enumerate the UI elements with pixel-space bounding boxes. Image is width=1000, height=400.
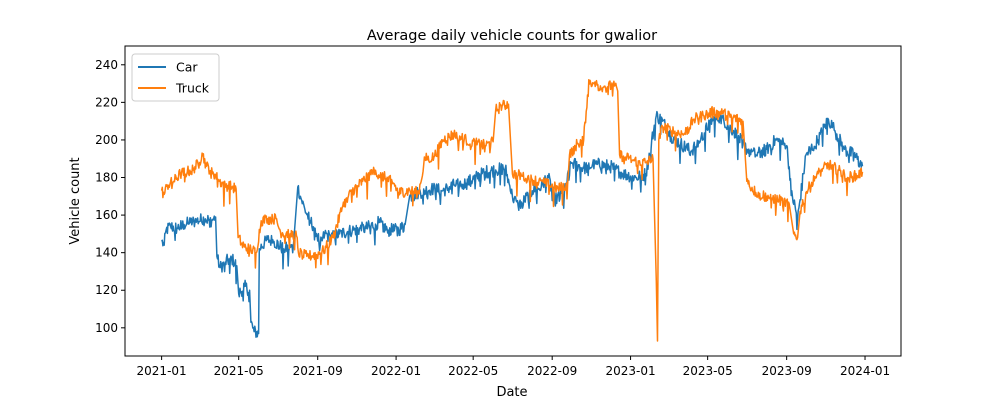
legend-box	[131, 53, 220, 102]
series-line-car	[160, 110, 864, 338]
y-tick-label: 100	[95, 321, 118, 335]
x-tick-label: 2022-05	[448, 364, 498, 378]
y-tick-label: 220	[95, 95, 118, 109]
y-tick-label: 180	[95, 171, 118, 185]
x-tick-label: 2022-09	[527, 364, 577, 378]
series-line-truck	[160, 79, 864, 342]
x-tick-label: 2021-01	[137, 364, 187, 378]
y-axis-label: Vehicle count	[68, 157, 83, 244]
y-tick-label: 240	[95, 58, 118, 72]
x-tick-label: 2022-01	[371, 364, 421, 378]
x-axis: 2021-01 2021-05 2021-09 2022-01 2022-05 2022-…	[137, 356, 890, 378]
y-tick-label: 140	[95, 246, 118, 260]
x-tick-label: 2024-01	[840, 364, 890, 378]
y-axis: 100 120 140 160 180 200 220 240	[95, 58, 125, 335]
y-tick-label: 160	[95, 208, 118, 222]
plot-area-frame	[124, 45, 902, 357]
legend-label-truck: Truck	[175, 81, 210, 96]
x-tick-label: 2023-05	[683, 364, 733, 378]
y-tick-label: 200	[95, 133, 118, 147]
chart-title: Average daily vehicle counts for gwalior	[367, 28, 657, 44]
x-tick-label: 2021-09	[293, 364, 343, 378]
x-tick-label: 2023-09	[762, 364, 812, 378]
y-tick-label: 120	[95, 283, 118, 297]
x-tick-label: 2023-01	[605, 364, 655, 378]
series-layer	[160, 79, 864, 342]
legend: Car Truck	[131, 53, 220, 102]
x-tick-label: 2021-05	[214, 364, 264, 378]
legend-label-car: Car	[176, 60, 198, 75]
x-axis-label: Date	[496, 385, 527, 400]
